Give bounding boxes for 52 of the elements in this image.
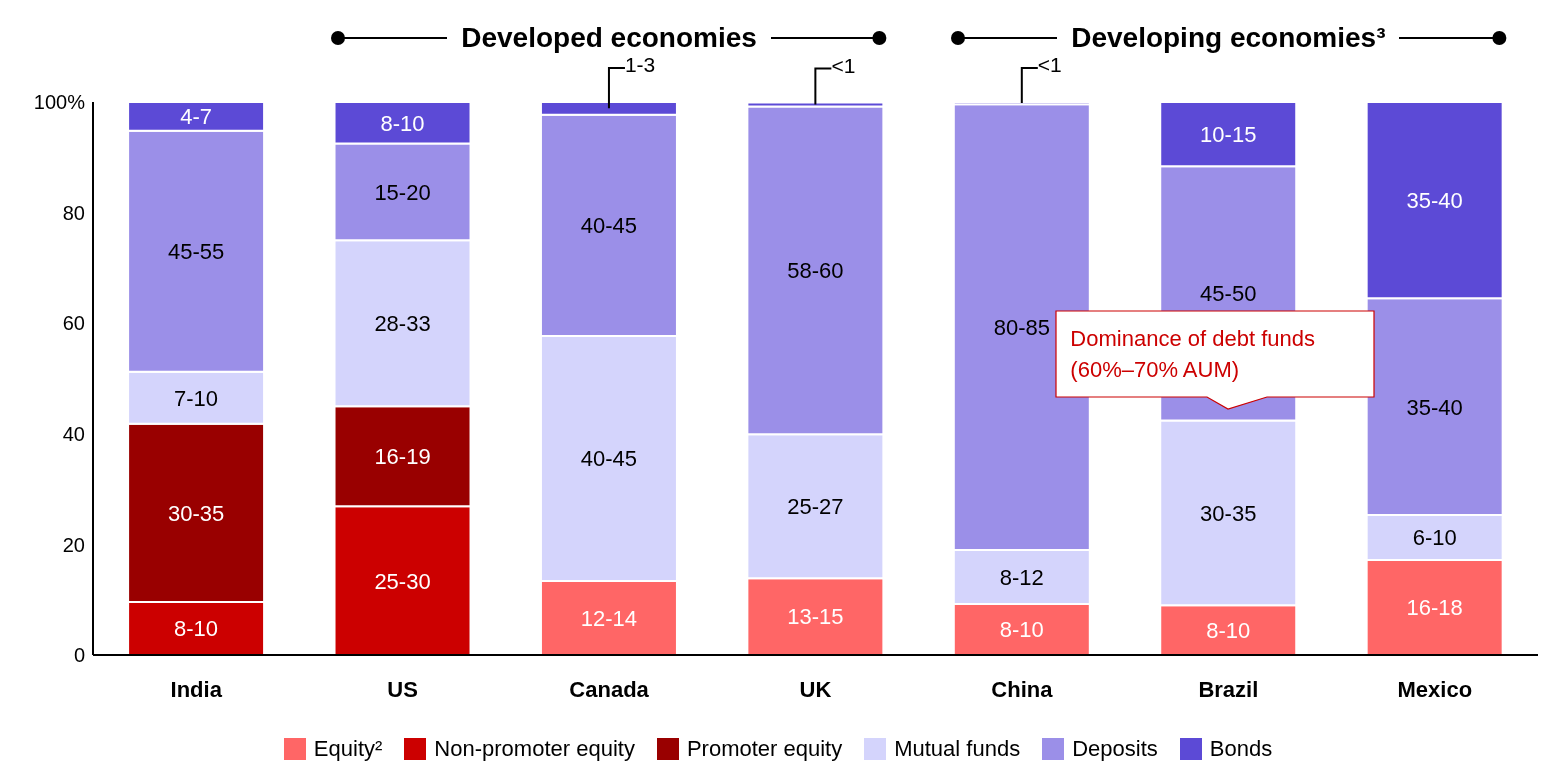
text: Developing economies³ — [1057, 22, 1400, 54]
data-label: 30-35 — [167, 500, 225, 526]
data-label: 28-33 — [374, 311, 431, 337]
data-label: 45-50 — [1200, 281, 1257, 307]
data-label: 8-12 — [999, 564, 1044, 590]
data-label: 6-10 — [1412, 525, 1457, 551]
y-tick-label: 80 — [62, 201, 85, 224]
data-label: 8-10 — [174, 616, 219, 642]
y-tick-label: 20 — [62, 533, 85, 556]
data-label: 40-45 — [580, 213, 638, 239]
legend-label: Mutual funds — [894, 736, 1021, 762]
legend-label: Equity² — [313, 736, 383, 762]
data-label: 45-55 — [167, 239, 225, 265]
x-tick-label: UK — [799, 676, 832, 702]
data-label: 15-20 — [374, 179, 431, 205]
data-label: 10-15 — [1200, 121, 1257, 147]
data-label: 4-7 — [180, 104, 212, 130]
data-label: <1 — [831, 53, 856, 77]
data-label: 40-45 — [580, 446, 638, 472]
x-tick-label: Brazil — [1198, 676, 1259, 702]
data-label: 35-40 — [1406, 188, 1463, 214]
data-label: 12-14 — [580, 605, 638, 631]
data-label: 8-10 — [1206, 618, 1251, 644]
x-tick-label: China — [991, 676, 1054, 702]
text: Developed economies — [447, 22, 771, 54]
data-label: 7-10 — [174, 385, 219, 411]
data-label: 80-85 — [993, 314, 1050, 340]
y-tick-label: 40 — [62, 422, 85, 445]
y-tick-label: 0 — [73, 644, 85, 667]
legend-label: Bonds — [1209, 736, 1273, 762]
data-label: 8-10 — [999, 617, 1044, 643]
data-label: 58-60 — [787, 258, 844, 284]
legend-label: Promoter equity — [686, 736, 843, 762]
x-tick-label: Mexico — [1397, 676, 1473, 702]
data-label: 30-35 — [1200, 500, 1257, 526]
data-label: 16-19 — [374, 444, 431, 470]
x-tick-label: US — [387, 676, 418, 702]
x-tick-label: India — [170, 676, 223, 702]
legend-label: Deposits — [1072, 736, 1158, 762]
data-label: 25-30 — [374, 568, 431, 594]
legend-label: Non-promoter equity — [434, 736, 635, 762]
data-label: 8-10 — [380, 110, 425, 136]
data-label: 16-18 — [1406, 595, 1463, 621]
y-tick-label: 100% — [33, 91, 86, 114]
data-label: 35-40 — [1406, 394, 1463, 420]
data-label: 1-3 — [624, 53, 656, 76]
y-tick-label: 60 — [62, 312, 85, 335]
data-label: 25-27 — [787, 494, 844, 520]
annotation: Dominance of debt funds (60%–70% AUM) — [1070, 324, 1316, 384]
data-label: 13-15 — [787, 604, 844, 630]
x-tick-label: Canada — [569, 676, 650, 702]
data-label: <1 — [1037, 53, 1062, 76]
